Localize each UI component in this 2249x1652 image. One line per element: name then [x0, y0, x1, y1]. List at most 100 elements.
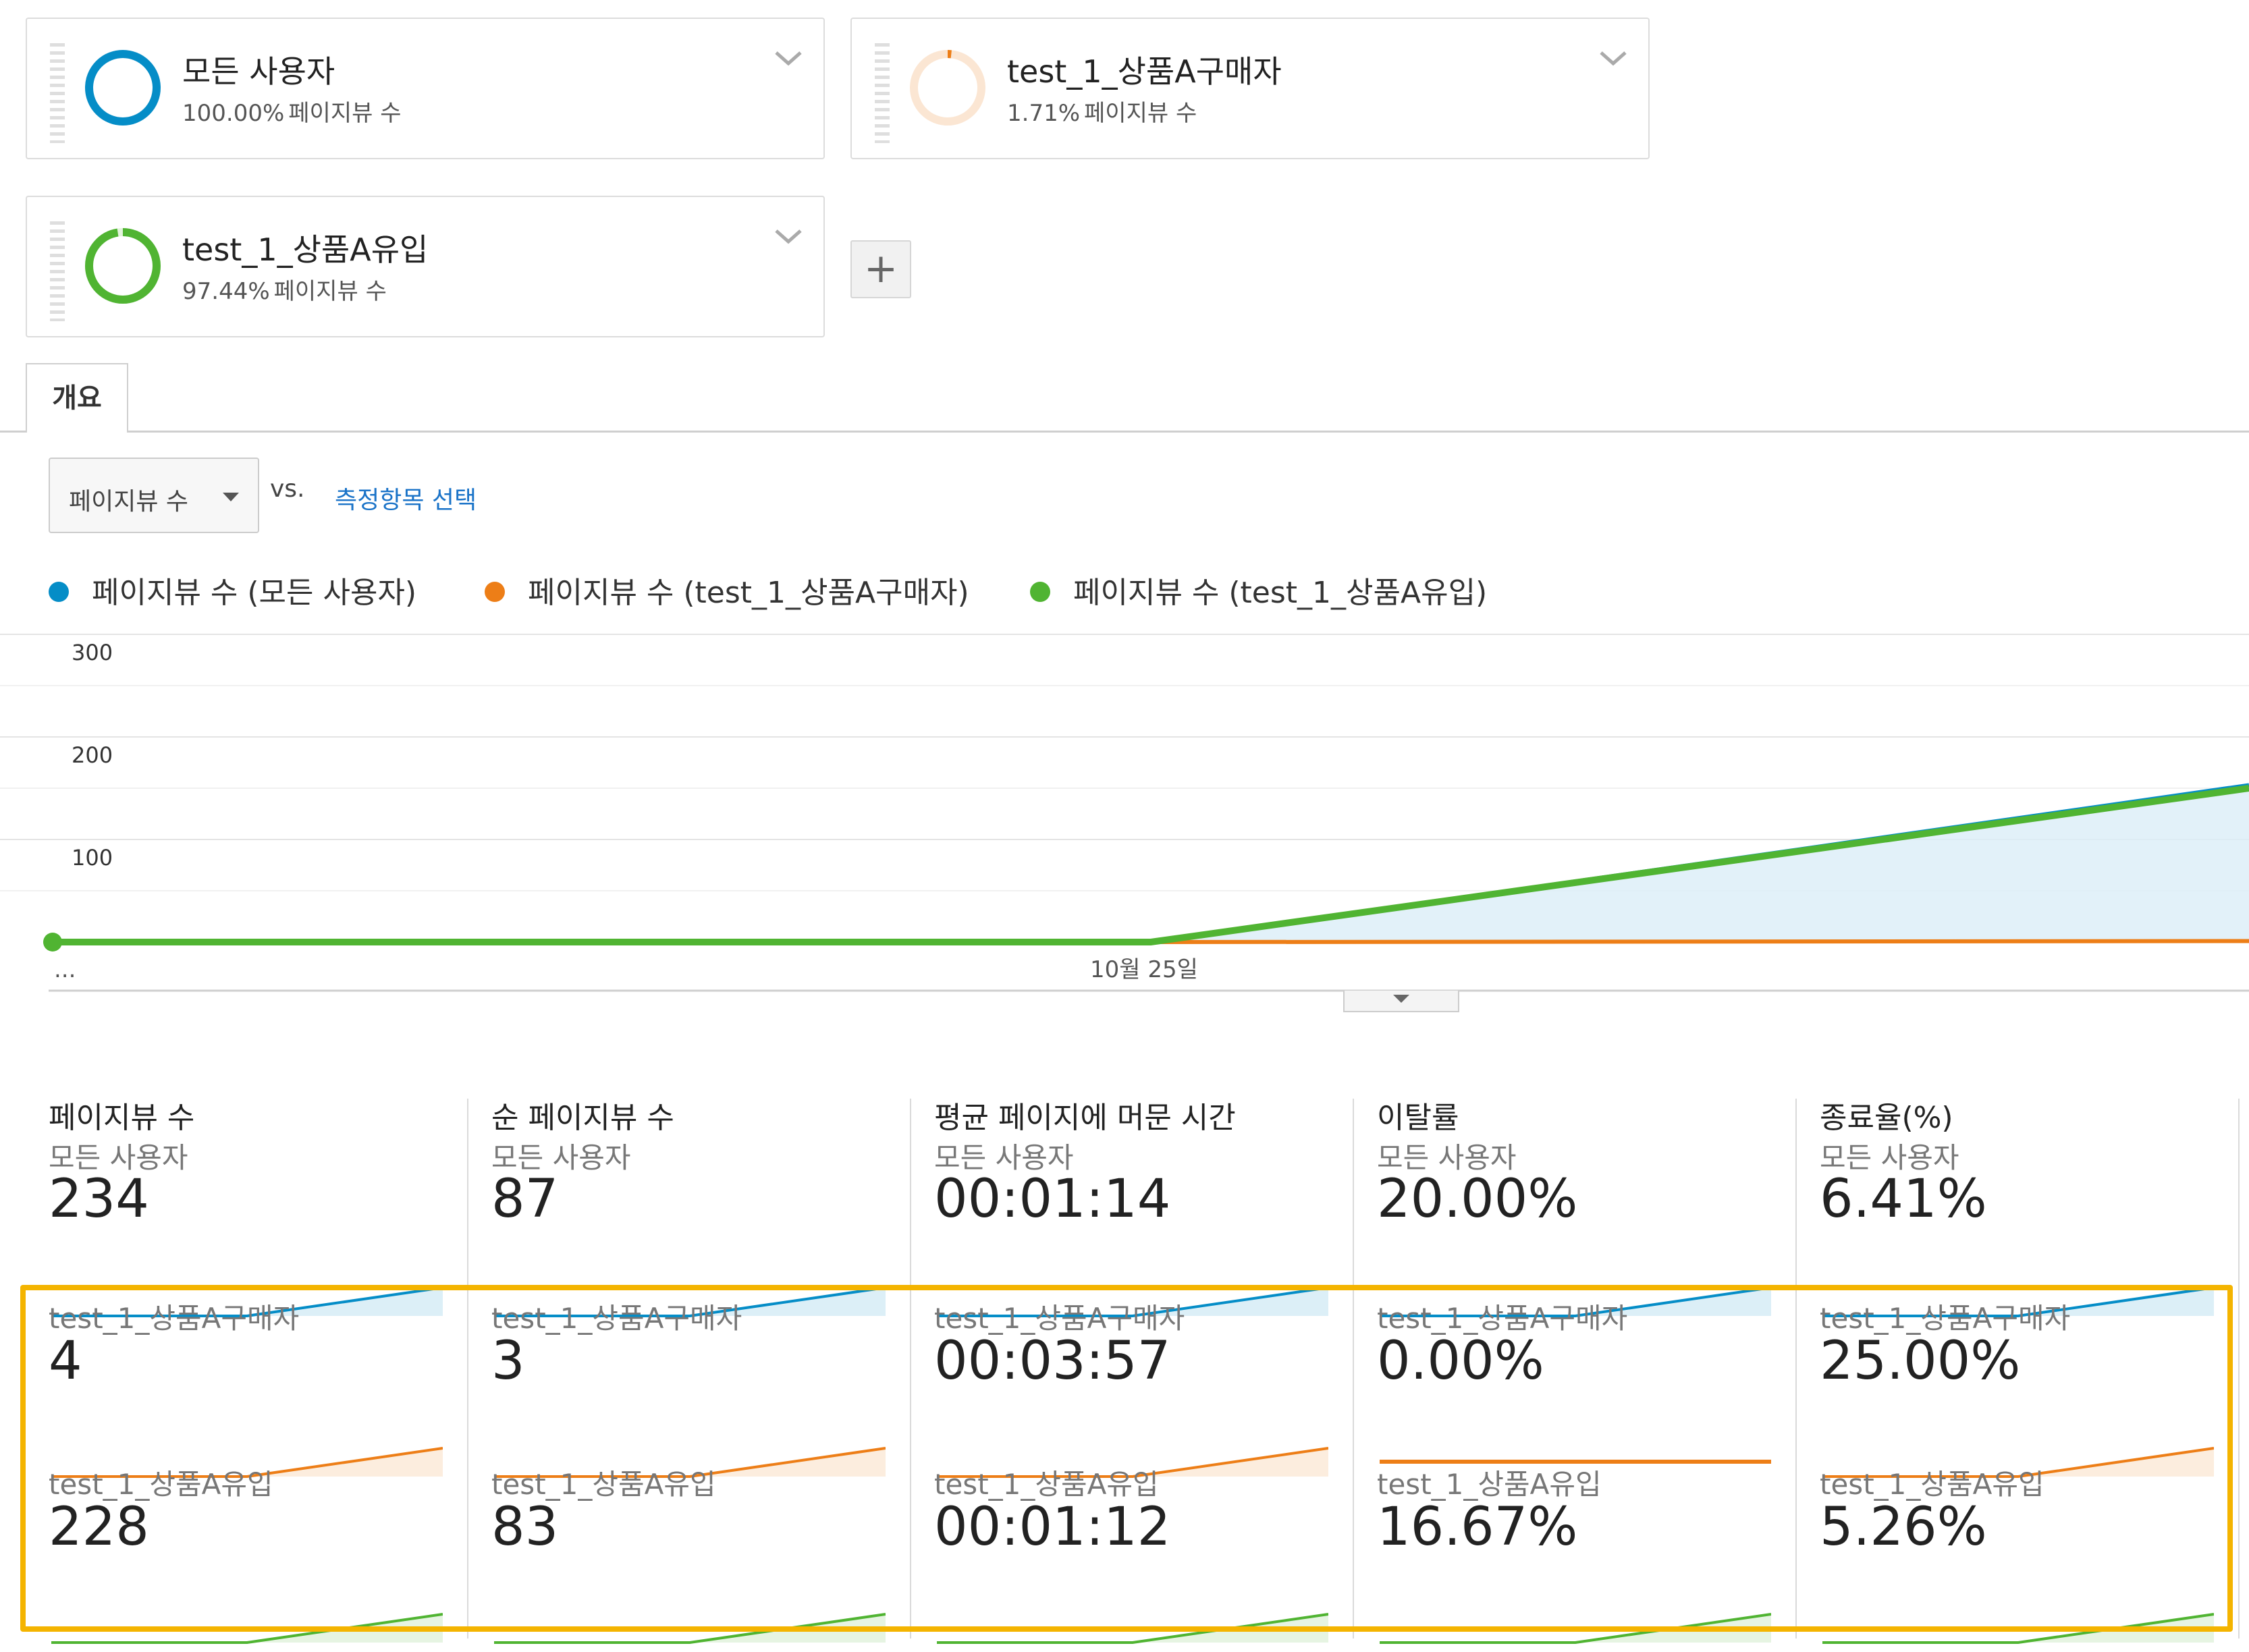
segment-subtitle: 1.71% 페이지뷰 수 [1007, 100, 1197, 127]
scorecard: 페이지뷰 수 모든 사용자 234 test_1_상품A구매자 4 test_1_상품A유… [49, 1093, 454, 1647]
series-area [53, 785, 2249, 942]
scorecard-value: 20.00% [1377, 1169, 1578, 1230]
legend-dot-icon [1030, 582, 1050, 602]
segment-card-purchasers[interactable]: test_1_상품A구매자 1.71% 페이지뷰 수 [850, 18, 1650, 159]
sparkline [1822, 1447, 2214, 1478]
scorecard-row: test_1_상품A유입 228 [49, 1462, 454, 1644]
segment-card-inflow[interactable]: test_1_상품A유입 97.44% 페이지뷰 수 [26, 196, 825, 337]
segment-title: test_1_상품A유입 [182, 231, 429, 268]
scorecard-value: 4 [49, 1331, 82, 1392]
caret-down-icon [223, 493, 239, 501]
sparkline [1380, 1460, 1771, 1464]
scorecard-value: 228 [49, 1497, 149, 1558]
scorecard-divider [1353, 1099, 1354, 1639]
x-tick-label: ... [54, 956, 76, 983]
add-segment-button[interactable]: + [850, 240, 911, 298]
scorecard-segment-name: test_1_상품A유입 [49, 1468, 273, 1501]
metric-name: 페이지뷰 수 [49, 1101, 195, 1135]
x-tick-label: 10월 25일 [1090, 956, 1198, 983]
scorecard-value: 00:01:14 [934, 1169, 1171, 1230]
scorecard-segment-name: test_1_상품A구매자 [1820, 1302, 2071, 1335]
scorecard-value: 00:01:12 [934, 1497, 1171, 1558]
sparkline [494, 1447, 886, 1478]
series-line [53, 785, 2249, 945]
segment-ring-icon [910, 50, 985, 126]
scorecard-segment-name: 모든 사용자 [491, 1141, 631, 1174]
chevron-down-icon[interactable] [768, 217, 809, 258]
y-tick-label: 100 [72, 845, 113, 871]
sparkline [51, 1447, 443, 1478]
scorecard-segment-name: 모든 사용자 [1377, 1141, 1517, 1174]
sparkline [937, 1286, 1328, 1317]
scorecard-row: test_1_상품A유입 16.67% [1377, 1462, 1782, 1644]
scorecard-segment-name: test_1_상품A구매자 [49, 1302, 300, 1335]
metric-name: 평균 페이지에 머문 시간 [934, 1101, 1236, 1135]
scorecard: 순 페이지뷰 수 모든 사용자 87 test_1_상품A구매자 3 test_1_상품A… [491, 1093, 896, 1647]
scorecard-value: 87 [491, 1169, 559, 1230]
data-point [43, 933, 62, 952]
metric-name: 순 페이지뷰 수 [491, 1101, 674, 1135]
tab-overview[interactable]: 개요 [26, 363, 128, 433]
scorecard-divider [2238, 1099, 2240, 1639]
scorecard-row: test_1_상품A구매자 25.00% [1820, 1296, 2225, 1478]
scorecard-value: 25.00% [1820, 1331, 2021, 1392]
scorecard-divider [1795, 1099, 1797, 1639]
segment-subtitle: 97.44% 페이지뷰 수 [182, 278, 387, 305]
scorecard-segment-name: test_1_상품A유입 [1377, 1468, 1602, 1501]
metric-name: 이탈률 [1377, 1101, 1459, 1135]
scorecard-value: 83 [491, 1497, 559, 1558]
scorecard-value: 234 [49, 1169, 149, 1230]
legend-dot-icon [49, 582, 69, 602]
scorecard-row: 모든 사용자 6.41% [1820, 1135, 2225, 1317]
sparkline [1822, 1286, 2214, 1317]
scorecard-segment-name: test_1_상품A구매자 [1377, 1302, 1628, 1335]
chevron-down-icon[interactable] [1593, 39, 1633, 80]
scorecard-divider [467, 1099, 468, 1639]
drag-handle-icon[interactable] [50, 221, 65, 321]
scorecard-row: test_1_상품A유입 5.26% [1820, 1462, 2225, 1644]
sparkline [1380, 1613, 1771, 1644]
metric-name: 종료율(%) [1820, 1101, 1953, 1135]
scorecard-value: 00:03:57 [934, 1331, 1171, 1392]
sparkline [51, 1613, 443, 1644]
scorecard-segment-name: test_1_상품A구매자 [491, 1302, 742, 1335]
chevron-down-icon[interactable] [768, 39, 809, 80]
segment-title: test_1_상품A구매자 [1007, 53, 1282, 90]
sparkline [494, 1613, 886, 1644]
y-tick-label: 300 [72, 640, 113, 665]
scorecard-row: 모든 사용자 87 [491, 1135, 896, 1317]
scorecard-row: test_1_상품A유입 83 [491, 1462, 896, 1644]
segment-subtitle: 100.00% 페이지뷰 수 [182, 100, 402, 127]
scorecard: 종료율(%) 모든 사용자 6.41% test_1_상품A구매자 25.00% test… [1820, 1093, 2225, 1647]
pageviews-line-chart: 300 200 100... 10월 25일 [0, 634, 2249, 992]
segment-ring-icon [85, 50, 161, 126]
sparkline [51, 1286, 443, 1317]
scorecard-row: 모든 사용자 234 [49, 1135, 454, 1317]
tab-divider [0, 431, 2249, 433]
segment-ring-icon [85, 228, 161, 304]
scorecard-row: test_1_상품A구매자 0.00% [1377, 1296, 1782, 1464]
metric-select[interactable]: 페이지뷰 수 [49, 458, 259, 533]
scorecard-divider [910, 1099, 911, 1639]
scorecard-row: 모든 사용자 20.00% [1377, 1135, 1782, 1317]
select-metric-link[interactable]: 측정항목 선택 [335, 487, 477, 514]
drag-handle-icon[interactable] [50, 43, 65, 143]
sparkline [937, 1613, 1328, 1644]
scorecard-segment-name: 모든 사용자 [1820, 1141, 1959, 1174]
scorecard-value: 3 [491, 1331, 525, 1392]
segment-card-all-users[interactable]: 모든 사용자 100.00% 페이지뷰 수 [26, 18, 825, 159]
scorecard-segment-name: 모든 사용자 [934, 1141, 1074, 1174]
scorecard-value: 16.67% [1377, 1497, 1578, 1558]
scorecard-segment-name: test_1_상품A구매자 [934, 1302, 1185, 1335]
scorecard: 이탈률 모든 사용자 20.00% test_1_상품A구매자 0.00% test_1_… [1377, 1093, 1782, 1647]
metric-select-value: 페이지뷰 수 [69, 488, 189, 516]
scorecard-row: 모든 사용자 00:01:14 [934, 1135, 1339, 1317]
legend-dot-icon [485, 582, 505, 602]
drag-handle-icon[interactable] [875, 43, 890, 143]
scorecard-value: 6.41% [1820, 1169, 1987, 1230]
scorecard-segment-name: test_1_상품A유입 [934, 1468, 1159, 1501]
chart-range-handle[interactable] [1343, 991, 1459, 1012]
scorecard-row: test_1_상품A구매자 3 [491, 1296, 896, 1478]
scorecard-segment-name: test_1_상품A유입 [1820, 1468, 2044, 1501]
scorecard-row: test_1_상품A구매자 00:03:57 [934, 1296, 1339, 1478]
